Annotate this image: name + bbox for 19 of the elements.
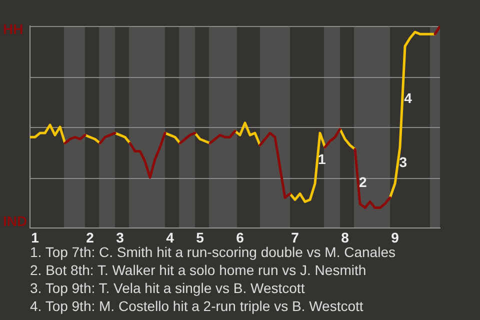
x-tick-label: 8 bbox=[341, 229, 350, 246]
text: 1. Top 7th: C. Smith hit a run-scoring double vs M. Canales bbox=[30, 243, 396, 261]
text: 3. Top 9th: T. Vela hit a single vs B. Westcott bbox=[30, 279, 306, 297]
text: 4. Top 9th: M. Costello hit a 2-run triple vs B. Westcott bbox=[30, 297, 364, 315]
x-tick-label: 4 bbox=[166, 229, 174, 246]
annotation: 2 bbox=[359, 174, 368, 190]
x-tick-label: 3 bbox=[116, 229, 124, 246]
x-tick-label: 2 bbox=[86, 229, 94, 246]
text: 2. Bot 8th: T. Walker hit a solo home run vs J. Nesmith bbox=[30, 261, 368, 279]
annotation: 4 bbox=[404, 90, 412, 106]
text: HH bbox=[3, 20, 24, 37]
x-tick-label: 6 bbox=[236, 229, 244, 246]
annotation: 1 bbox=[318, 150, 326, 167]
x-tick-label: 1 bbox=[31, 229, 40, 246]
x-tick-label: 5 bbox=[196, 229, 204, 246]
text: IND bbox=[3, 212, 28, 229]
x-tick-label: 9 bbox=[391, 229, 400, 246]
annotation: 3 bbox=[399, 154, 408, 170]
x-tick-label: 7 bbox=[291, 229, 300, 246]
